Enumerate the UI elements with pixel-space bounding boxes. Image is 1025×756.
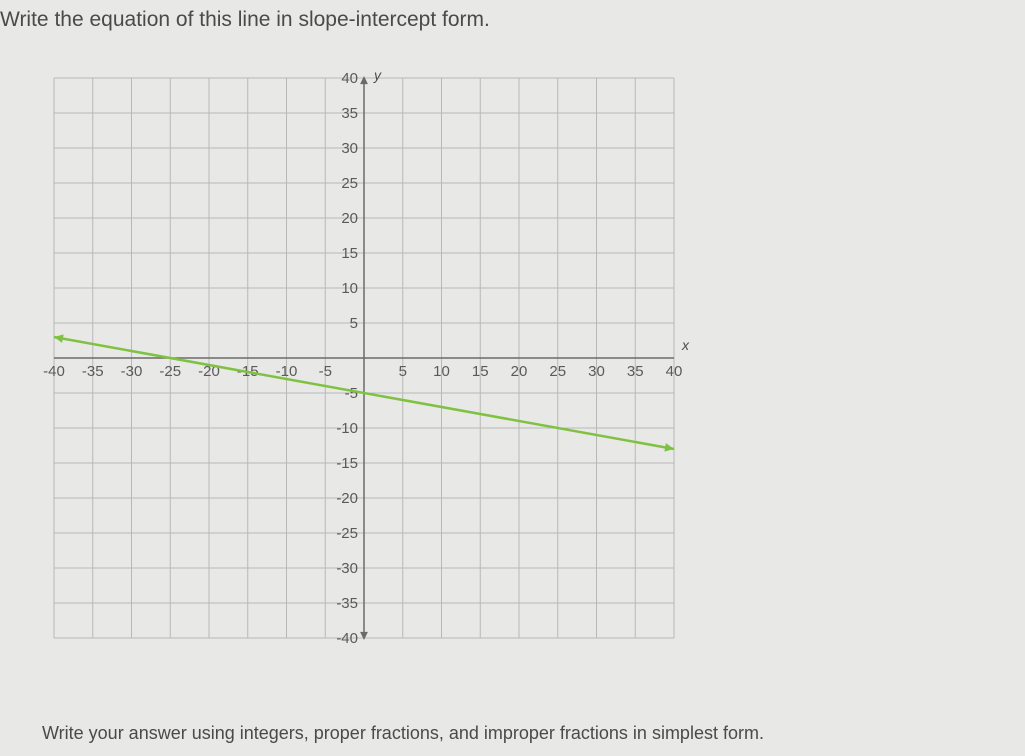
- x-tick-label: 15: [472, 363, 489, 380]
- y-tick-label: -20: [336, 490, 358, 507]
- y-tick-label: -30: [336, 560, 358, 577]
- x-tick-label: -25: [159, 363, 181, 380]
- y-tick-label: -15: [336, 455, 358, 472]
- y-tick-label: -5: [345, 385, 358, 402]
- y-axis-label: y: [373, 67, 382, 83]
- question-text: Write the equation of this line in slope…: [0, 8, 490, 32]
- y-tick-label: -35: [336, 595, 358, 612]
- y-tick-label: -25: [336, 525, 358, 542]
- y-tick-label: 10: [341, 280, 358, 297]
- y-tick-label: 20: [341, 210, 358, 227]
- coordinate-graph: x y -40 -35 -30 -25 -20 -15 -10 -5 5 10 15 20 25 30 35 40…: [24, 58, 704, 698]
- y-tick-label: 35: [341, 105, 358, 122]
- y-tick-label: 5: [350, 315, 358, 332]
- arrowhead-icon: [54, 334, 64, 343]
- x-tick-label: 10: [433, 363, 450, 380]
- x-tick-label: -30: [121, 363, 143, 380]
- y-tick-label: 40: [341, 70, 358, 87]
- y-tick-label: 25: [341, 175, 358, 192]
- x-tick-label: 35: [627, 363, 644, 380]
- arrowhead-icon: [360, 76, 368, 84]
- x-tick-label: 5: [399, 363, 407, 380]
- arrowhead-icon: [360, 632, 368, 640]
- x-tick-label: -40: [43, 363, 65, 380]
- x-tick-label: 25: [549, 363, 566, 380]
- x-tick-label: -35: [82, 363, 104, 380]
- instruction-text: Write your answer using integers, proper…: [42, 723, 764, 744]
- x-tick-label: 40: [666, 363, 683, 380]
- y-tick-label: -10: [336, 420, 358, 437]
- x-tick-label: 30: [588, 363, 605, 380]
- x-tick-label: -5: [319, 363, 332, 380]
- x-axis-label: x: [681, 337, 690, 353]
- y-tick-label: 15: [341, 245, 358, 262]
- x-tick-label: 20: [511, 363, 528, 380]
- y-tick-label: 30: [341, 140, 358, 157]
- arrowhead-icon: [664, 443, 674, 452]
- y-tick-label: -40: [336, 630, 358, 647]
